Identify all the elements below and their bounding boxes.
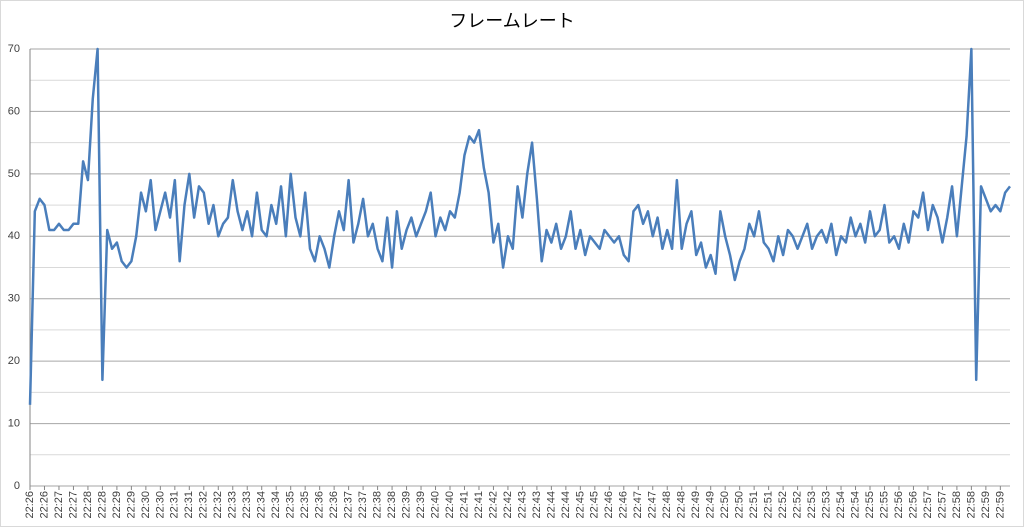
x-tick-label: 22:48 <box>661 491 673 519</box>
x-tick-label: 22:42 <box>502 491 514 519</box>
x-tick-label: 22:27 <box>53 491 65 519</box>
chart-title: フレームレート <box>449 11 574 32</box>
x-tick-label: 22:29 <box>111 491 123 519</box>
x-tick-label: 22:56 <box>893 491 905 519</box>
x-tick-label: 22:39 <box>400 491 412 519</box>
x-tick-label: 22:35 <box>299 491 311 519</box>
x-tick-label: 22:56 <box>907 491 919 519</box>
x-tick-label: 22:28 <box>82 491 94 519</box>
x-tick-label: 22:55 <box>864 491 876 519</box>
x-tick-label: 22:57 <box>922 491 934 519</box>
x-tick-label: 22:31 <box>169 491 181 519</box>
y-tick-label: 0 <box>14 480 20 492</box>
x-tick-label: 22:37 <box>343 491 355 519</box>
y-tick-label: 20 <box>8 355 20 367</box>
x-tick-label: 22:52 <box>791 491 803 519</box>
x-tick-label: 22:35 <box>285 491 297 519</box>
x-tick-label: 22:52 <box>777 491 789 519</box>
x-tick-label: 22:37 <box>357 491 369 519</box>
data-line <box>28 47 1011 405</box>
x-tick-label: 22:54 <box>849 491 861 519</box>
x-tick-label: 22:32 <box>212 491 224 519</box>
x-tick-label: 22:36 <box>314 491 326 519</box>
x-tick-label: 22:50 <box>734 491 746 519</box>
x-tick-label: 22:40 <box>444 491 456 519</box>
x-tick-label: 22:45 <box>589 491 601 519</box>
x-tick-label: 22:51 <box>748 491 760 519</box>
x-tick-label: 22:36 <box>328 491 340 519</box>
y-tick-label: 60 <box>8 105 20 117</box>
x-tick-label: 22:31 <box>183 491 195 519</box>
y-tick-label: 50 <box>8 168 20 180</box>
x-tick-label: 22:49 <box>705 491 717 519</box>
x-tick-label: 22:51 <box>763 491 775 519</box>
x-tick-label: 22:30 <box>140 491 152 519</box>
x-tick-label: 22:59 <box>994 491 1006 519</box>
x-tick-label: 22:32 <box>198 491 210 519</box>
x-tick-label: 22:47 <box>632 491 644 519</box>
x-tick-label: 22:43 <box>516 491 528 519</box>
x-tick-label: 22:34 <box>256 491 268 519</box>
x-tick-label: 22:55 <box>878 491 890 519</box>
x-tick-label: 22:33 <box>241 491 253 519</box>
x-tick-label: 22:48 <box>676 491 688 519</box>
x-tick-label: 22:46 <box>603 491 615 519</box>
x-tick-label: 22:47 <box>647 491 659 519</box>
y-tick-label: 70 <box>8 43 20 55</box>
x-tick-label: 22:30 <box>154 491 166 519</box>
x-tick-label: 22:33 <box>227 491 239 519</box>
x-tick-label: 22:53 <box>806 491 818 519</box>
x-tick-label: 22:41 <box>473 491 485 519</box>
x-tick-label: 22:38 <box>371 491 383 519</box>
x-tick-label: 22:28 <box>96 491 108 519</box>
x-tick-label: 22:59 <box>980 491 992 519</box>
x-tick-label: 22:41 <box>458 491 470 519</box>
x-tick-label: 22:34 <box>270 491 282 519</box>
x-tick-label: 22:29 <box>125 491 137 519</box>
x-tick-label: 22:49 <box>690 491 702 519</box>
x-tick-label: 22:58 <box>965 491 977 519</box>
x-tick-label: 22:44 <box>560 491 572 519</box>
x-tick-label: 22:38 <box>386 491 398 519</box>
x-tick-label: 22:40 <box>429 491 441 519</box>
x-tick-label: 22:46 <box>618 491 630 519</box>
x-tick-label: 22:50 <box>719 491 731 519</box>
x-tick-label: 22:53 <box>820 491 832 519</box>
x-tick-label: 22:26 <box>38 491 50 519</box>
y-tick-label: 10 <box>8 417 20 429</box>
x-tick-label: 22:26 <box>24 491 36 519</box>
x-tick-label: 22:44 <box>545 491 557 519</box>
x-tick-label: 22:54 <box>835 491 847 519</box>
x-tick-label: 22:39 <box>415 491 427 519</box>
y-tick-label: 40 <box>8 230 20 242</box>
x-tick-label: 22:27 <box>67 491 79 519</box>
x-tick-label: 22:43 <box>531 491 543 519</box>
x-tick-label: 22:57 <box>936 491 948 519</box>
x-tick-label: 22:42 <box>487 491 499 519</box>
y-tick-label: 30 <box>8 293 20 305</box>
x-tick-label: 22:58 <box>951 491 963 519</box>
x-tick-label: 22:45 <box>574 491 586 519</box>
